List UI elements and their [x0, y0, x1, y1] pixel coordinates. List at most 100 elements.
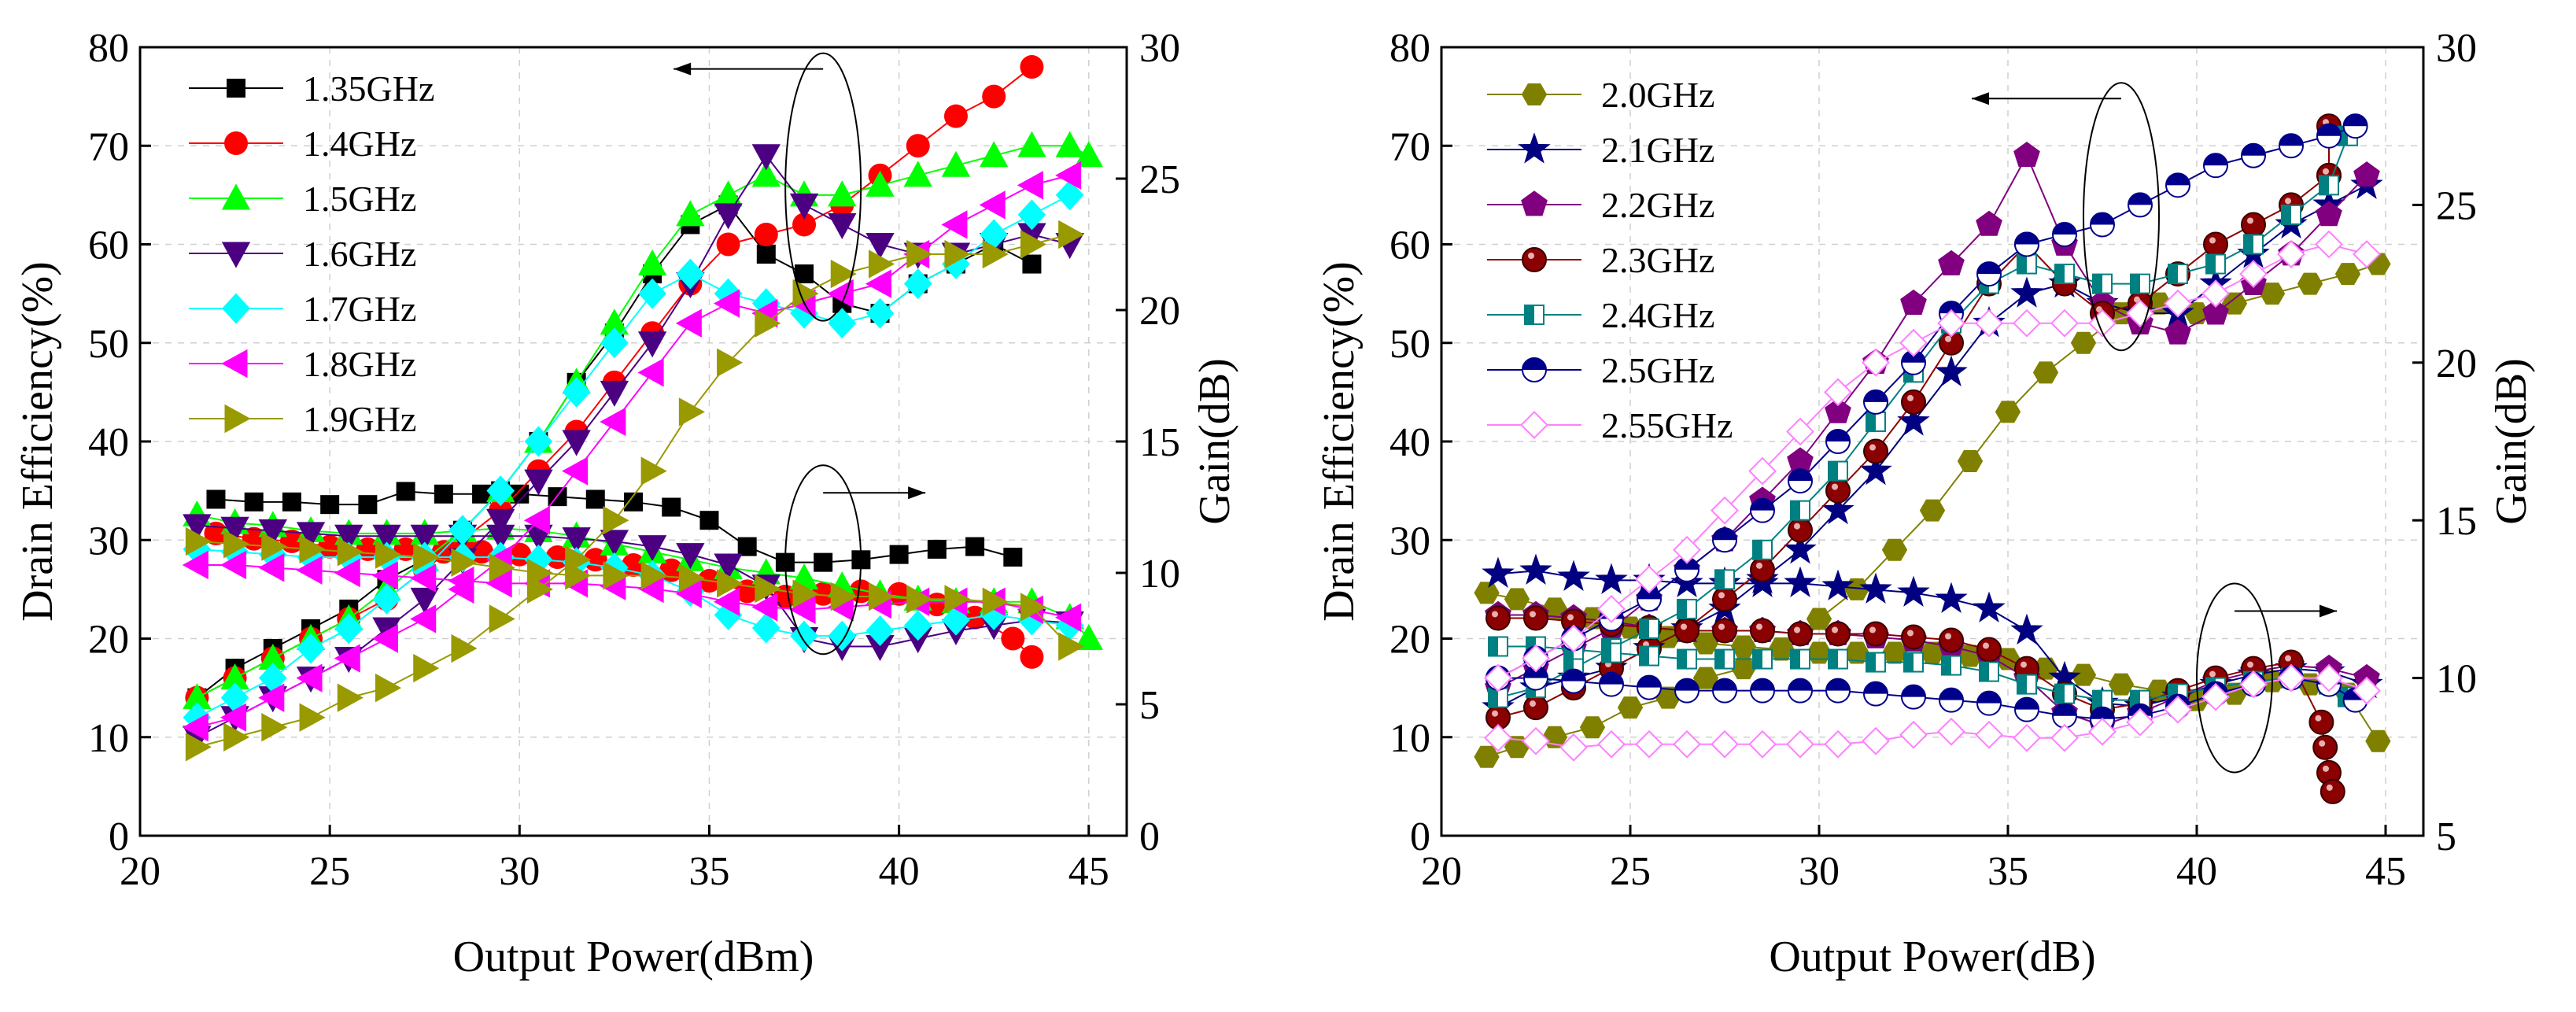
marker-fill — [1525, 305, 1534, 324]
data-point-gain — [792, 579, 819, 608]
marker-fill — [1942, 656, 1951, 675]
data-point-gain — [296, 556, 323, 585]
data-point-eff — [678, 397, 705, 427]
legend-marker — [221, 183, 251, 210]
x-axis-title: Output Power(dBm) — [453, 933, 814, 981]
data-point-gain — [282, 492, 301, 512]
y-tick-label: 10 — [1389, 716, 1430, 761]
marker-highlight — [1869, 626, 1876, 633]
data-point-eff — [1748, 456, 1777, 486]
data-point-gain — [489, 553, 515, 582]
data-point-gain — [678, 563, 705, 593]
data-point-gain — [334, 558, 360, 588]
x-tick-label: 25 — [309, 849, 350, 894]
data-point-gain — [889, 545, 909, 564]
data-point-gain — [927, 539, 947, 559]
data-point-gain — [410, 524, 439, 551]
marker-fill — [2053, 704, 2076, 716]
legend: 1.35GHz 1.4GHz 1.5GHz 1.6GHz 1.7GHz 1.8GHz 1.9… — [189, 68, 434, 439]
marker-fill — [1826, 430, 1850, 441]
marker-highlight — [2285, 655, 2291, 662]
data-point-gain — [185, 526, 212, 556]
legend-label: 1.6GHz — [303, 234, 416, 274]
data-point-eff — [486, 475, 515, 507]
data-point-eff — [2164, 289, 2192, 318]
marker-fill — [2015, 697, 2039, 710]
data-point-eff — [865, 233, 895, 260]
marker-fill — [1489, 688, 1498, 707]
data-point-gain — [526, 558, 553, 588]
y2-tick-label: 25 — [1139, 157, 1180, 202]
data-point-gain — [358, 495, 378, 515]
series-2.55GHz — [1484, 230, 2381, 762]
marker-fill — [1980, 662, 1989, 681]
y-tick-label: 50 — [1389, 322, 1430, 367]
data-point-eff — [640, 456, 667, 486]
x-tick-label: 20 — [1421, 849, 1462, 894]
y-tick-label: 50 — [88, 322, 129, 367]
data-point-gain — [1484, 723, 1512, 752]
legend-label: 2.1GHz — [1601, 130, 1714, 170]
marker-highlight — [2247, 661, 2253, 668]
legend-label: 2.3GHz — [1601, 240, 1714, 280]
marker-highlight — [1756, 562, 1762, 569]
legend-item-1.7GHz: 1.7GHz — [189, 289, 416, 329]
data-point-eff — [1559, 624, 1588, 653]
legend-label: 1.5GHz — [303, 179, 416, 219]
y-tick-label: 60 — [88, 223, 129, 268]
marker-fill — [1829, 461, 1838, 481]
data-point-eff — [1635, 565, 1663, 594]
data-point-gain — [485, 569, 512, 598]
data-point-eff — [451, 633, 478, 663]
series-line-gain — [216, 490, 1013, 563]
data-point-eff — [2032, 361, 2059, 384]
marker-fill — [1715, 570, 1725, 589]
data-point-gain — [1674, 618, 1699, 644]
data-point-eff — [1975, 308, 2003, 338]
data-point-eff — [827, 279, 854, 308]
y2-axis-title: Gain(dB) — [2487, 358, 2536, 525]
data-point-eff — [296, 663, 323, 693]
data-point-eff — [600, 407, 626, 437]
marker-fill — [1522, 358, 1546, 370]
marker-fill — [2055, 684, 2065, 704]
data-point-eff — [717, 348, 744, 377]
data-point-gain — [887, 582, 911, 606]
data-point-eff — [751, 144, 781, 171]
data-point-eff — [941, 210, 968, 239]
marker-fill — [1753, 540, 1762, 560]
legend-marker — [224, 404, 251, 434]
data-point-gain — [258, 519, 287, 546]
data-point-eff — [903, 268, 932, 300]
data-point-eff — [756, 245, 776, 264]
marker-fill — [1600, 672, 1623, 685]
data-point-gain — [737, 537, 757, 556]
data-point-eff — [903, 161, 932, 187]
data-point-gain — [1786, 729, 1814, 759]
data-point-gain — [448, 566, 474, 596]
marker-highlight — [1567, 614, 1574, 621]
data-point-gain — [675, 579, 702, 608]
data-point-gain — [2201, 682, 2230, 711]
y2-tick-label: 10 — [2436, 657, 2477, 702]
data-point-gain — [903, 610, 932, 641]
legend-item-1.4GHz: 1.4GHz — [189, 124, 416, 164]
marker-highlight — [1492, 710, 1498, 717]
legend-item-1.9GHz: 1.9GHz — [189, 399, 416, 439]
data-point-eff — [1055, 131, 1084, 157]
marker-fill — [2093, 690, 2102, 710]
data-point-gain — [662, 497, 681, 517]
data-point-eff — [258, 683, 285, 712]
marker-fill — [1675, 678, 1699, 691]
y-tick-label: 20 — [1389, 618, 1430, 663]
data-point-gain — [486, 524, 515, 551]
y-tick-label: 10 — [88, 716, 129, 761]
data-point-eff — [865, 170, 895, 197]
data-point-gain — [1806, 641, 1832, 664]
data-point-gain — [1020, 645, 1044, 669]
data-point-eff — [1899, 328, 1928, 357]
data-point-gain — [1635, 729, 1663, 759]
data-point-eff — [1730, 657, 1757, 680]
